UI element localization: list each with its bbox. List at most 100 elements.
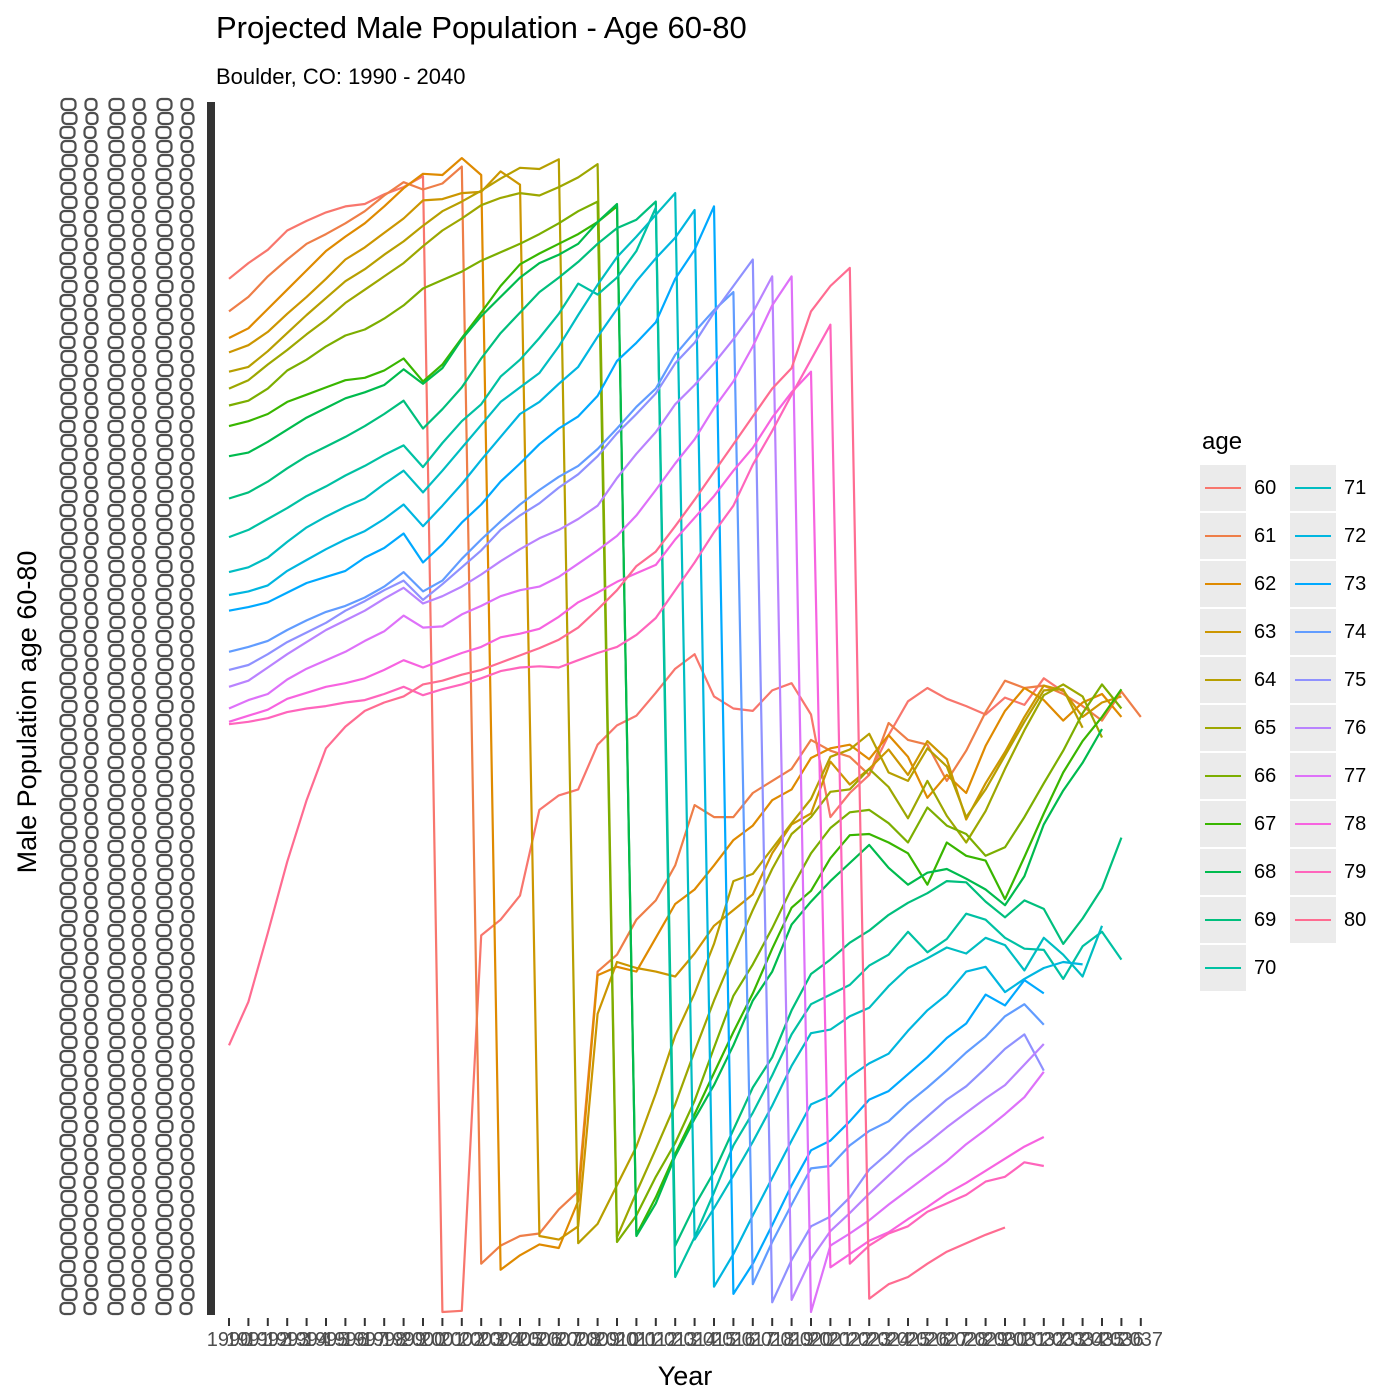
x-tick-label: 2009 bbox=[575, 1329, 620, 1351]
series-line-77 bbox=[228, 275, 1045, 1314]
x-tick-label: 1998 bbox=[362, 1329, 407, 1351]
legend-item-79: 79 bbox=[1290, 848, 1380, 896]
legend-label: 69 bbox=[1254, 908, 1277, 931]
legend-key bbox=[1200, 609, 1246, 655]
legend-key bbox=[1200, 801, 1246, 847]
x-tick-label: 1990 bbox=[207, 1329, 252, 1351]
x-axis-title: Year bbox=[658, 1361, 713, 1391]
legend-label: 65 bbox=[1254, 716, 1277, 739]
chart-subtitle: Boulder, CO: 1990 - 2040 bbox=[216, 64, 466, 89]
legend-item-72: 72 bbox=[1290, 512, 1380, 560]
series-line-76 bbox=[228, 275, 1045, 1302]
series-line-78 bbox=[228, 370, 1045, 1269]
x-tick-label: 1997 bbox=[343, 1329, 388, 1351]
x-tick-label: 2014 bbox=[672, 1329, 717, 1351]
legend-key bbox=[1290, 561, 1336, 607]
series-line-62 bbox=[228, 157, 1123, 1271]
x-tick-label: 2019 bbox=[769, 1329, 814, 1351]
legend-item-64: 64 bbox=[1200, 656, 1290, 704]
legend-key bbox=[1290, 657, 1336, 703]
series-line-66 bbox=[228, 200, 1123, 1244]
legend-key bbox=[1290, 513, 1336, 559]
series-line-67 bbox=[228, 205, 1123, 1236]
x-tick-label: 2020 bbox=[789, 1329, 834, 1351]
x-tick-label: 2004 bbox=[478, 1329, 523, 1351]
y-tick-labels bbox=[59, 97, 195, 1316]
legend-item-65: 65 bbox=[1200, 704, 1290, 752]
x-tick-label: 2010 bbox=[595, 1329, 640, 1351]
x-tick-label: 2026 bbox=[905, 1329, 950, 1351]
chart-title: Projected Male Population - Age 60-80 bbox=[216, 10, 747, 45]
legend-label: 70 bbox=[1254, 956, 1277, 979]
y-axis bbox=[59, 97, 215, 1316]
legend-label: 62 bbox=[1254, 572, 1277, 595]
legend-item-80: 80 bbox=[1290, 896, 1380, 944]
x-axis: 1990199119921993199419951996199719981999… bbox=[207, 1318, 1163, 1351]
legend-label: 71 bbox=[1344, 476, 1367, 499]
legend-label: 79 bbox=[1344, 860, 1367, 883]
series-line-80 bbox=[227, 266, 1006, 1300]
legend-key bbox=[1200, 753, 1246, 799]
legend-item-63: 63 bbox=[1200, 608, 1290, 656]
legend-title: age bbox=[1202, 428, 1243, 455]
x-tick-label: 2025 bbox=[886, 1329, 931, 1351]
legend-item-74: 74 bbox=[1290, 608, 1380, 656]
series-line-68 bbox=[228, 202, 1103, 1238]
legend-item-69: 69 bbox=[1200, 896, 1290, 944]
legend-item-76: 76 bbox=[1290, 704, 1380, 752]
legend-item-62: 62 bbox=[1200, 560, 1290, 608]
legend-key bbox=[1200, 561, 1246, 607]
x-tick-label: 2003 bbox=[459, 1329, 504, 1351]
x-tick-label: 2037 bbox=[1119, 1329, 1164, 1351]
x-tick-label: 2017 bbox=[731, 1329, 776, 1351]
y-axis-title: Male Population age 60-80 bbox=[12, 551, 42, 874]
legend-key bbox=[1290, 705, 1336, 751]
legend-key bbox=[1200, 465, 1246, 511]
legend-item-71: 71 bbox=[1290, 464, 1380, 512]
legend-item-61: 61 bbox=[1200, 512, 1290, 560]
series-line-69 bbox=[228, 200, 1123, 1247]
x-tick-label: 1994 bbox=[284, 1329, 329, 1351]
legend-item-68: 68 bbox=[1200, 848, 1290, 896]
x-tick-label: 2021 bbox=[808, 1329, 853, 1351]
x-tick-label: 2027 bbox=[925, 1329, 970, 1351]
legend-item-77: 77 bbox=[1290, 752, 1380, 800]
series-lines bbox=[227, 157, 1142, 1314]
x-tick-label: 2005 bbox=[498, 1329, 543, 1351]
legend-label: 66 bbox=[1254, 764, 1277, 787]
series-line-63 bbox=[228, 170, 1122, 1241]
series-line-74 bbox=[228, 291, 1045, 1286]
x-tick-label: 2000 bbox=[401, 1329, 446, 1351]
legend-key bbox=[1290, 801, 1336, 847]
x-tick-label: 2029 bbox=[963, 1329, 1008, 1351]
legend-key bbox=[1290, 849, 1336, 895]
x-tick-label: 1999 bbox=[381, 1329, 426, 1351]
x-tick-label: 2001 bbox=[420, 1329, 465, 1351]
legend-entries: 60 61 62 63 64 65 66 67 68 69 70 71 72 73 74 75 76 77 78 79… bbox=[1200, 464, 1380, 992]
y-axis-ticks bbox=[207, 102, 215, 1315]
legend-item-66: 66 bbox=[1200, 752, 1290, 800]
legend-item-75: 75 bbox=[1290, 656, 1380, 704]
legend-key bbox=[1200, 657, 1246, 703]
x-tick-label: 2008 bbox=[556, 1329, 601, 1351]
legend-key bbox=[1200, 849, 1246, 895]
x-tick-label: 2022 bbox=[828, 1329, 873, 1351]
legend-label: 73 bbox=[1344, 572, 1367, 595]
legend-label: 75 bbox=[1344, 668, 1367, 691]
legend: age 60 61 62 63 64 65 66 67 68 69 70 71 72 73 74 75 76 77… bbox=[1200, 428, 1380, 992]
x-tick-label: 1993 bbox=[265, 1329, 310, 1351]
legend-label: 72 bbox=[1344, 524, 1367, 547]
series-line-60 bbox=[228, 175, 1064, 1314]
series-line-73 bbox=[228, 205, 1045, 1296]
series-line-72 bbox=[228, 208, 1083, 1288]
legend-key bbox=[1200, 513, 1246, 559]
legend-item-70: 70 bbox=[1200, 944, 1290, 992]
legend-label: 61 bbox=[1254, 524, 1277, 547]
legend-label: 76 bbox=[1344, 716, 1367, 739]
series-line-70 bbox=[228, 206, 1123, 1279]
x-tick-label: 2024 bbox=[866, 1329, 911, 1351]
x-tick-label: 2035 bbox=[1080, 1329, 1125, 1351]
x-tick-label: 1991 bbox=[226, 1329, 271, 1351]
x-tick-label: 2007 bbox=[537, 1329, 582, 1351]
